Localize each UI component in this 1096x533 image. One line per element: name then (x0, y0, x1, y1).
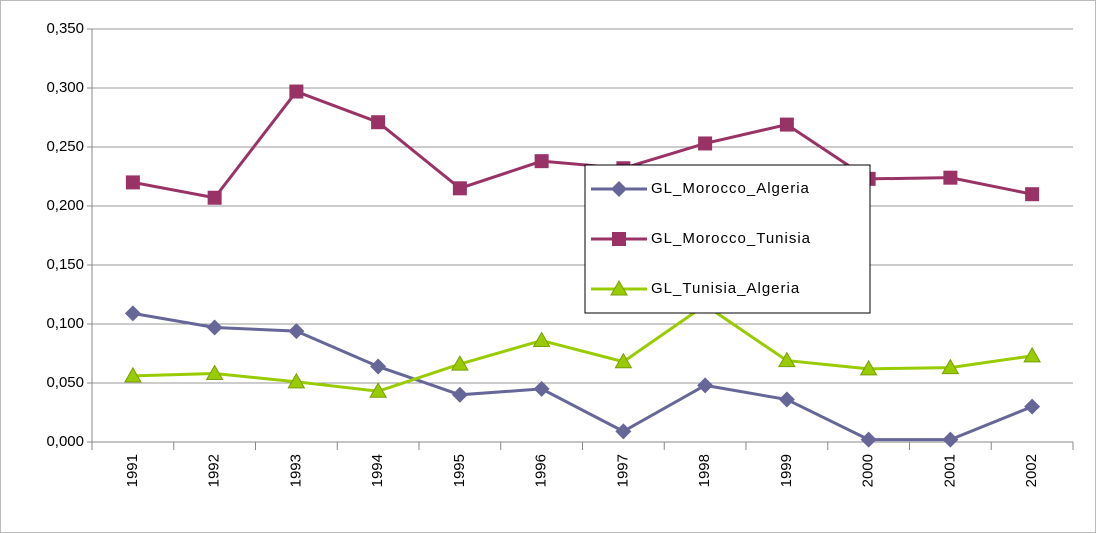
marker (533, 380, 550, 397)
x-tick-label: 1996 (533, 454, 550, 487)
marker (1024, 398, 1041, 415)
y-tick-label: 0,300 (46, 79, 84, 96)
legend-marker (611, 181, 627, 197)
x-tick-label: 1997 (614, 454, 631, 487)
marker (778, 391, 795, 408)
marker (207, 190, 222, 205)
marker (451, 355, 469, 371)
series-line (132, 311, 1033, 442)
x-tick-label: 1991 (124, 454, 141, 487)
y-tick-label: 0,350 (46, 20, 84, 37)
legend-marker (610, 279, 628, 296)
marker (206, 319, 223, 336)
marker (941, 358, 960, 375)
marker (205, 364, 224, 381)
x-tick-label: 1995 (451, 454, 468, 487)
y-tick-label: 0,200 (46, 197, 84, 214)
marker (943, 170, 958, 185)
series-line (132, 89, 1033, 200)
marker (615, 423, 632, 440)
x-tick-label: 2000 (860, 454, 877, 487)
y-tick-label: 0,250 (46, 138, 84, 155)
series-line (132, 303, 1033, 393)
marker (860, 431, 877, 448)
legend-label: GL_Tunisia_Algeria (651, 280, 800, 297)
x-tick-label: 2001 (941, 454, 958, 487)
marker (287, 372, 306, 389)
y-tick-label: 0,000 (46, 433, 84, 450)
marker (125, 175, 140, 190)
marker (942, 431, 959, 448)
marker (1025, 187, 1040, 202)
x-tick-label: 1998 (696, 454, 713, 487)
x-tick-label: 1993 (287, 454, 304, 487)
marker (614, 352, 633, 369)
marker (698, 136, 713, 151)
marker (697, 377, 714, 394)
marker (371, 115, 386, 130)
marker (1023, 346, 1041, 363)
marker (859, 359, 878, 376)
legend-marker (612, 232, 626, 246)
x-tick-label: 1999 (778, 454, 795, 487)
legend-label: GL_Morocco_Tunisia (651, 230, 811, 247)
marker (288, 323, 305, 340)
x-tick-label: 1994 (369, 454, 386, 487)
y-tick-label: 0,050 (46, 374, 84, 391)
x-tick-label: 2002 (1023, 454, 1040, 487)
y-tick-label: 0,150 (46, 256, 84, 273)
marker (779, 117, 794, 132)
marker (124, 305, 141, 322)
marker (778, 351, 796, 368)
marker (124, 366, 142, 383)
marker (370, 358, 387, 375)
marker (369, 382, 387, 398)
x-tick-label: 1992 (206, 454, 223, 487)
legend-label: GL_Morocco_Algeria (651, 180, 810, 197)
marker (289, 84, 304, 99)
marker (534, 154, 549, 169)
y-tick-label: 0,100 (46, 315, 84, 332)
marker (451, 386, 468, 403)
legend: GL_Morocco_Algeria GL_Morocco_Tunisia GL_T… (584, 164, 871, 314)
marker (532, 331, 551, 348)
marker (452, 181, 467, 196)
